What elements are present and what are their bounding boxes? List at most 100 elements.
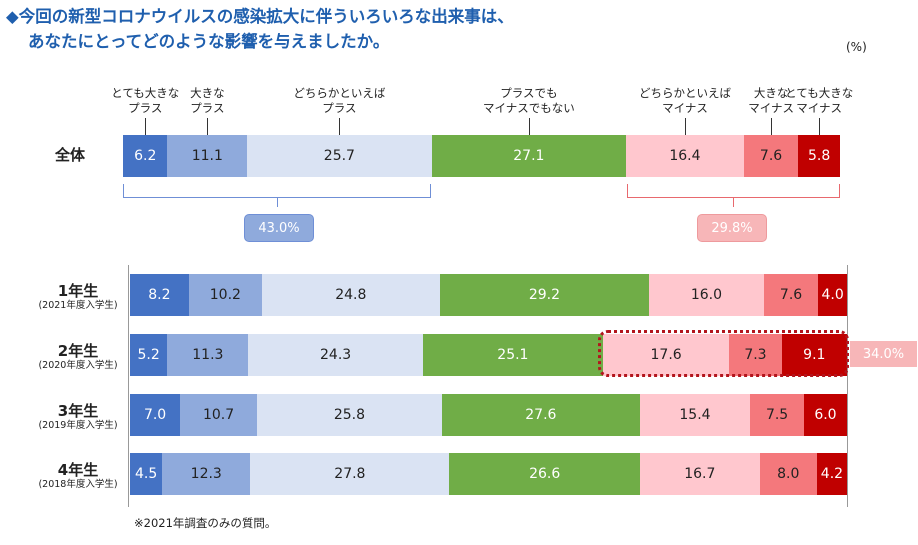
- bar-segment: 4.2: [816, 453, 847, 495]
- row-label-main: 2年生: [57, 342, 99, 360]
- bar-segment: 5.8: [798, 135, 840, 177]
- row-label-main: 4年生: [57, 461, 99, 479]
- category-leader-line: [339, 118, 341, 135]
- category-leader-line: [684, 118, 686, 135]
- bar-segment: 9.1: [781, 334, 847, 376]
- chart-title: ◆今回の新型コロナウイルスの感染拡大に伴ういろいろな出来事は、 あなたにとってど…: [6, 4, 514, 54]
- minus-total-box: 29.8%: [697, 214, 767, 242]
- category-leader-line: [145, 118, 147, 135]
- category-label-line2: プラス: [322, 101, 357, 115]
- axis-line-right: [847, 265, 848, 507]
- bar-segment: 4.0: [818, 274, 847, 316]
- category-label: どちらかといえば プラス: [293, 86, 385, 116]
- bar-segment: 17.6: [602, 334, 730, 376]
- row-label: 1年生 (2021年度入学生): [23, 282, 133, 312]
- minus-brace-tick: [733, 198, 734, 207]
- title-line-2: あなたにとってどのような影響を与えましたか。: [28, 32, 390, 51]
- row-label: 全体: [15, 146, 125, 164]
- category-label-line2: マイナス: [748, 101, 794, 115]
- bar-segment: 24.3: [248, 334, 423, 376]
- row-label-sub: (2020年度入学生): [38, 360, 118, 371]
- bar-segment: 11.3: [167, 334, 249, 376]
- minus-brace: [627, 184, 840, 198]
- axis-line-left: [128, 265, 129, 507]
- bar-segment: 6.0: [803, 394, 847, 436]
- bar-segment: 16.7: [639, 453, 760, 495]
- stacked-bar: 6.2 11.1 25.7 27.1 16.4 7.6 5.8: [123, 135, 840, 177]
- title-line-1: ◆今回の新型コロナウイルスの感染拡大に伴ういろいろな出来事は、: [6, 7, 514, 26]
- category-label: 大きな プラス: [190, 86, 225, 116]
- row-label-main: 全体: [54, 146, 85, 164]
- category-label-line2: プラス: [190, 101, 225, 115]
- plus-brace-tick: [277, 198, 278, 207]
- row-label-main: 1年生: [57, 282, 99, 300]
- category-label-line1: どちらかといえば: [638, 86, 731, 100]
- bar-segment: 16.4: [626, 135, 744, 177]
- category-label-line1: とても大きな: [111, 86, 180, 100]
- row-label-sub: (2019年度入学生): [38, 420, 118, 431]
- category-leader-line: [528, 118, 530, 135]
- category-label: とても大きな プラス: [111, 86, 179, 116]
- category-label-line1: プラスでも: [500, 86, 558, 100]
- category-label-line2: マイナス: [796, 101, 843, 115]
- bar-segment: 5.2: [130, 334, 168, 376]
- bar-segment: 6.2: [123, 135, 168, 177]
- bar-segment: 7.0: [130, 394, 181, 436]
- bar-segment: 25.7: [247, 135, 432, 177]
- stacked-bar: 4.5 12.3 27.8 26.6 16.7 8.0 4.2: [130, 453, 847, 495]
- category-label-line1: 大きな: [190, 86, 225, 100]
- bar-segment: 24.8: [261, 274, 440, 316]
- unit-label: (%): [846, 40, 867, 54]
- bar-segment: 29.2: [439, 274, 650, 316]
- category-label: 大きな マイナス: [748, 86, 794, 116]
- category-label-line2: マイナス: [662, 101, 708, 115]
- bar-segment: 27.1: [431, 135, 627, 177]
- bar-segment: 8.2: [130, 274, 189, 316]
- row-label-sub: (2021年度入学生): [38, 300, 118, 311]
- bar-segment: 26.6: [449, 453, 640, 495]
- row-label: 4年生 (2018年度入学生): [23, 461, 133, 491]
- category-label: とても大きな マイナス: [785, 86, 853, 116]
- bar-segment: 25.1: [422, 334, 603, 376]
- bar-segment: 7.6: [763, 274, 819, 316]
- bar-segment: 8.0: [759, 453, 817, 495]
- minus-total-value: 29.8%: [711, 220, 753, 236]
- category-label-line2: プラス: [128, 101, 163, 115]
- footnote: ※2021年調査のみの質問。: [134, 516, 277, 530]
- row-label-sub: (2018年度入学生): [38, 479, 118, 490]
- bar-segment: 10.2: [188, 274, 262, 316]
- bar-segment: 7.6: [743, 135, 799, 177]
- plus-brace: [123, 184, 431, 198]
- category-label-line1: 大きな: [753, 86, 789, 100]
- bar-segment: 7.3: [729, 334, 782, 376]
- plus-total-value: 43.0%: [258, 220, 300, 236]
- stacked-bar: 5.2 11.3 24.3 25.1 17.6 7.3 9.1: [130, 334, 847, 376]
- highlight-total-box: 34.0%: [850, 341, 917, 367]
- bar-segment: 7.5: [750, 394, 804, 436]
- category-label: どちらかといえば マイナス: [639, 86, 731, 116]
- category-leader-line: [819, 118, 821, 135]
- stacked-bar: 7.0 10.7 25.8 27.6 15.4 7.5 6.0: [130, 394, 847, 436]
- bar-segment: 16.0: [649, 274, 764, 316]
- row-label: 2年生 (2020年度入学生): [23, 342, 133, 372]
- category-label-line1: どちらかといえば: [293, 86, 386, 100]
- row-label-main: 3年生: [57, 402, 99, 420]
- bar-segment: 27.8: [250, 453, 450, 495]
- stacked-bar: 8.2 10.2 24.8 29.2 16.0 7.6 4.0: [130, 274, 847, 316]
- bar-segment: 10.7: [180, 394, 257, 436]
- bar-segment: 4.5: [130, 453, 163, 495]
- bar-segment: 27.6: [441, 394, 640, 436]
- bar-segment: 12.3: [162, 453, 251, 495]
- category-leader-line: [771, 118, 773, 135]
- category-leader-line: [207, 118, 209, 135]
- highlight-total-value: 34.0%: [862, 346, 905, 362]
- category-label-line2: マイナスでもない: [482, 101, 575, 115]
- bar-segment: 25.8: [256, 394, 442, 436]
- highlight-dotted-box: [598, 330, 849, 377]
- category-label: プラスでも マイナスでもない: [483, 86, 575, 116]
- category-label-line1: とても大きな: [785, 86, 854, 100]
- bar-segment: 11.1: [167, 135, 248, 177]
- row-label: 3年生 (2019年度入学生): [23, 402, 133, 432]
- bar-segment: 15.4: [639, 394, 751, 436]
- plus-total-box: 43.0%: [244, 214, 314, 242]
